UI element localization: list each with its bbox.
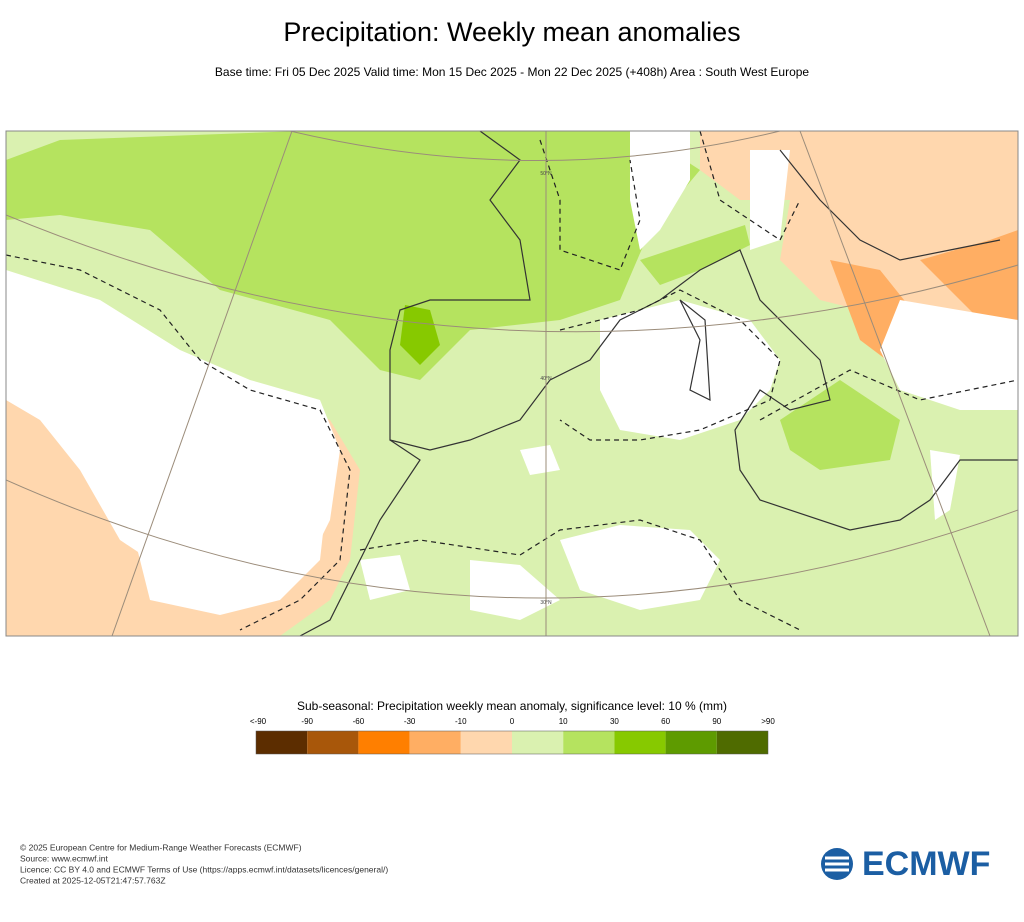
map-frame [5,130,1019,637]
map [5,130,1019,637]
latitude-label: 50°N [540,171,552,177]
footer-line: Created at 2025-12-05T21:47:57.763Z [20,875,166,885]
subtitle: Base time: Fri 05 Dec 2025 Valid time: M… [215,65,810,79]
legend-label: <-90 [250,717,267,726]
legend-swatch [665,731,717,754]
legend-label: 10 [559,717,568,726]
footer-line: Licence: CC BY 4.0 and ECMWF Terms of Us… [20,864,388,874]
logo-text: ECMWF [862,845,990,883]
legend-swatch [512,731,564,754]
footer-line: © 2025 European Centre for Medium-Range … [20,842,302,852]
legend-title: Sub-seasonal: Precipitation weekly mean … [297,699,727,713]
footer-line: Source: www.ecmwf.int [20,853,108,863]
legend-label: >90 [761,717,775,726]
legend-swatch [409,731,461,754]
legend-frame [255,730,769,755]
legend-label: -90 [301,717,313,726]
legend-swatch [614,731,666,754]
legend-label: 60 [661,717,670,726]
legend-swatch [307,731,359,754]
legend-label: -60 [353,717,365,726]
legend-label: 0 [510,717,515,726]
logo: ECMWF [821,845,990,883]
title: Precipitation: Weekly mean anomalies [283,17,740,47]
latitude-label: 40°N [540,376,552,382]
legend-label: -30 [404,717,416,726]
legend-swatch [460,731,512,754]
legend-label: -10 [455,717,467,726]
legend-swatch [256,731,308,754]
legend-swatch [358,731,410,754]
legend-swatch [716,731,768,754]
legend-swatch [563,731,615,754]
latitude-label: 30°N [540,600,552,606]
legend-label: 90 [712,717,721,726]
legend-label: 30 [610,717,619,726]
